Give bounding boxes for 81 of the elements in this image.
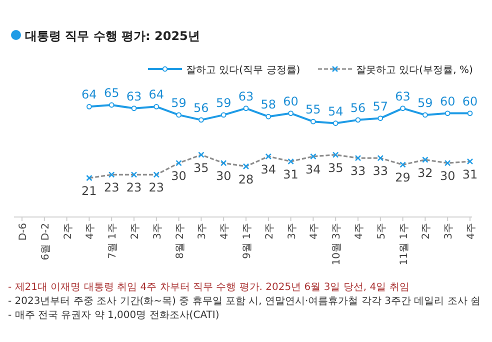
point: [378, 116, 384, 121]
legend-label: 잘못하고 있다(부정률, %): [356, 65, 473, 76]
x-tick-label: 2주: [62, 223, 74, 240]
data-label: 30: [440, 169, 456, 184]
point: [422, 112, 428, 118]
data-label: 65: [104, 86, 120, 100]
point: [176, 112, 182, 118]
point: [400, 106, 406, 112]
point: [310, 118, 316, 124]
data-label: 35: [328, 160, 344, 175]
point: [131, 106, 137, 112]
x-tick-label: 2주: [130, 223, 141, 240]
data-label: 35: [194, 160, 209, 175]
data-label: 28: [238, 172, 254, 186]
x-tick-label: 4주: [466, 223, 477, 240]
data-label: 21: [82, 184, 97, 198]
data-label: 54: [328, 104, 344, 118]
data-label: 32: [418, 166, 433, 180]
x-tick-label: 4주: [85, 223, 96, 240]
x-tick-label: 4주: [309, 223, 320, 240]
point: [154, 104, 160, 110]
text: - 2023년부터 주중 조사 기간(화~목) 중 휴무일 포함 시, 연말연시·여름휴가철 각각 3주간 데일리 조사 쉼: [8, 296, 480, 307]
data-label: 33: [350, 164, 366, 178]
data-label: 59: [171, 96, 186, 110]
data-label: 56: [194, 100, 209, 115]
x-tick-label: 9월 1주: [242, 223, 253, 259]
x-tick-label: 3주: [286, 223, 298, 240]
data-label: 60: [440, 94, 456, 108]
data-label: 34: [260, 162, 276, 176]
data-label: 60: [283, 94, 298, 108]
data-label: 58: [260, 98, 276, 112]
data-label: 63: [395, 89, 410, 104]
point: [444, 110, 450, 116]
data-label: 64: [82, 88, 97, 102]
point: [243, 106, 249, 112]
x-tick-label: 6월 D-2: [40, 223, 52, 260]
data-label: 29: [395, 170, 410, 185]
point: [332, 120, 338, 126]
data-label: 31: [462, 167, 478, 182]
x-tick-label: 3주: [152, 223, 164, 240]
point: [220, 112, 226, 118]
x-tick-label: 3주: [197, 223, 208, 240]
x-tick-label: 7월 1주: [108, 223, 119, 259]
data-label: 59: [216, 96, 232, 110]
x-tick-label: D-6: [18, 223, 29, 241]
text: - 매주 전국 유권자 약 1,000명 전화조사(CATI): [8, 310, 220, 321]
point: [467, 110, 473, 116]
data-label: 59: [418, 96, 433, 110]
legend-label: 잘하고 있다(직무 긍정률): [186, 65, 300, 76]
point: [355, 117, 361, 123]
chart-title: 대통령 직무 수행 평가: 2025년: [25, 29, 200, 43]
point: [86, 104, 92, 110]
data-label: 30: [171, 169, 186, 184]
x-tick-label: 10월 3주: [332, 223, 343, 266]
x-tick-label: 4주: [354, 223, 365, 240]
x-tick-label: 5주: [376, 223, 388, 240]
x-tick-label: 4주: [220, 223, 231, 240]
data-label: 64: [148, 88, 164, 102]
data-label: 31: [283, 167, 298, 182]
point: [288, 110, 294, 116]
data-label: 30: [216, 169, 232, 184]
text: - 제21대 이재명 대통령 취임 4주 차부터 직무 수행 평가. 2025년 6월 3일 당선, 4일 취임: [8, 282, 410, 293]
x-tick-label: 8월 2주: [174, 223, 186, 259]
data-label: 23: [126, 180, 142, 195]
point: [108, 102, 114, 108]
data-label: 63: [126, 89, 142, 104]
data-label: 34: [306, 162, 321, 176]
data-label: 55: [306, 102, 321, 117]
point: [198, 117, 204, 123]
data-label: 23: [148, 180, 164, 195]
data-label: 63: [238, 89, 254, 104]
x-tick-label: 3주: [444, 223, 455, 240]
x-tick-label: 2주: [264, 223, 276, 240]
data-label: 60: [462, 94, 478, 108]
data-label: 57: [372, 99, 388, 114]
data-label: 33: [372, 164, 388, 178]
data-label: 56: [350, 100, 366, 115]
x-tick-label: 11월 1주: [398, 223, 410, 266]
x-tick-label: 2주: [421, 223, 432, 240]
data-label: 23: [104, 180, 120, 195]
point: [266, 114, 272, 120]
